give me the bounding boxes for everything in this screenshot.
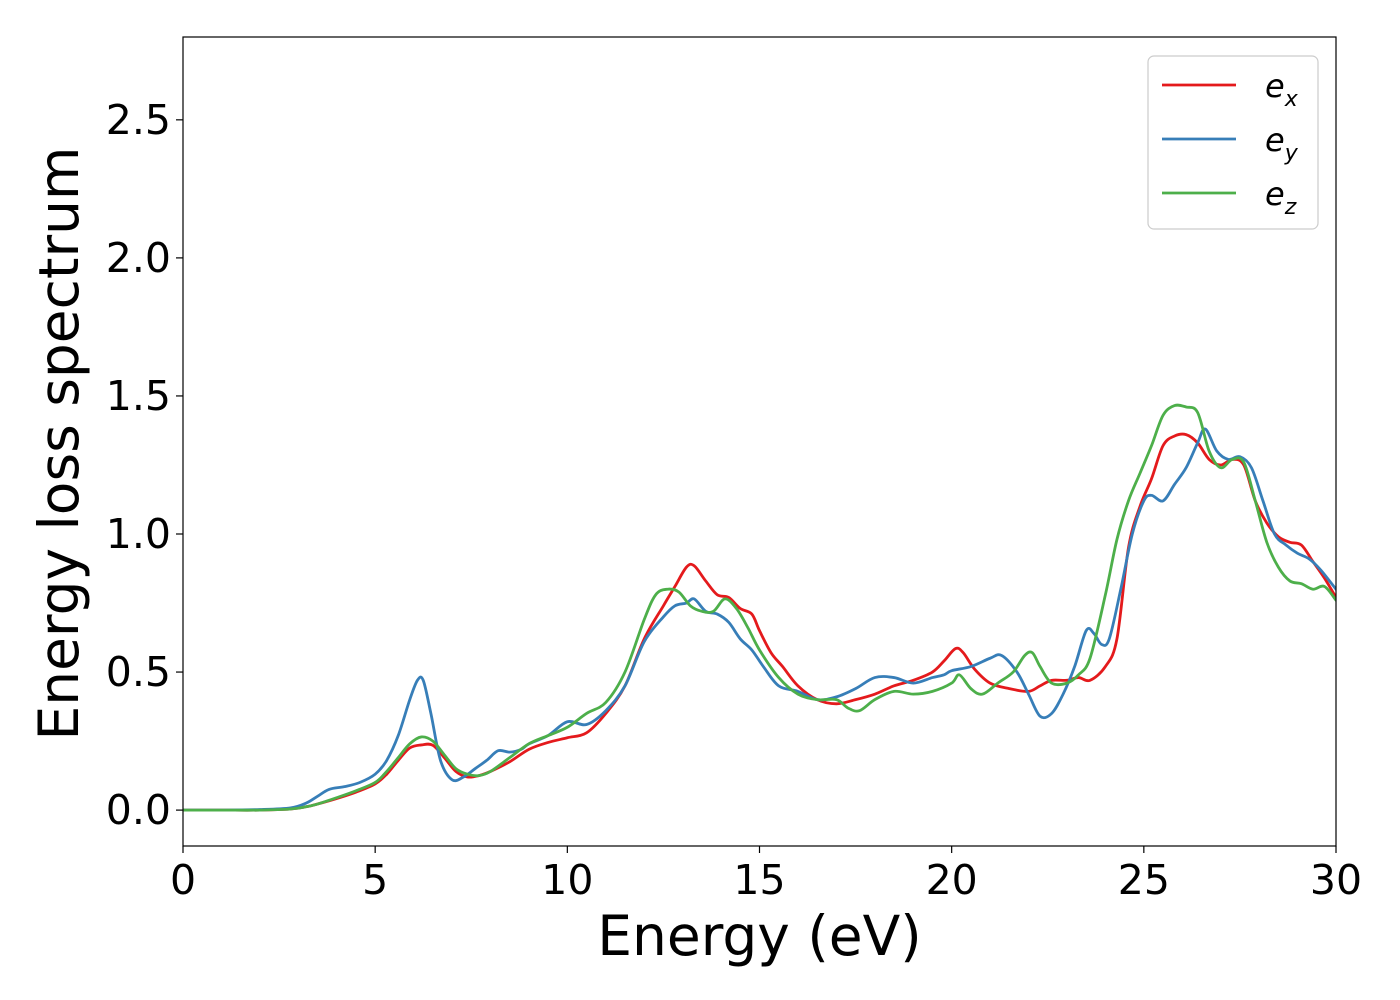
legend-label-subscript: x: [1284, 87, 1299, 112]
x-axis: 0 5 10 15 20 25 30: [170, 846, 1362, 904]
y-tick-label: 0.0: [106, 786, 171, 834]
y-axis-label: Energy loss spectrum: [27, 146, 91, 740]
x-tick-label: 20: [926, 856, 978, 904]
legend-label-base: e: [1265, 67, 1285, 105]
y-tick-label: 0.5: [106, 648, 171, 696]
x-tick-label: 15: [733, 856, 785, 904]
series-line-y: [183, 427, 1336, 812]
legend-label-base: e: [1265, 175, 1285, 213]
x-tick-label: 5: [362, 856, 388, 904]
x-tick-label: 0: [170, 856, 196, 904]
y-tick-label: 2.5: [106, 96, 171, 144]
legend-label-z: ez: [1265, 175, 1297, 220]
legend-box: [1147, 55, 1319, 230]
y-tick-label: 1.5: [106, 372, 171, 420]
legend-label-x: ex: [1265, 67, 1299, 112]
x-tick-label: 25: [1118, 856, 1170, 904]
x-axis-label: Energy (eV): [597, 904, 921, 968]
legend-label-base: e: [1265, 121, 1285, 159]
x-tick-label: 30: [1310, 856, 1362, 904]
series-layer: [183, 403, 1336, 812]
x-tick-label: 10: [541, 856, 593, 904]
series-line-x: [183, 432, 1336, 812]
y-tick-label: 1.0: [106, 510, 171, 558]
legend-label-subscript: z: [1284, 195, 1297, 220]
legend-label-y: ey: [1265, 121, 1299, 166]
legend-label-subscript: y: [1284, 141, 1299, 166]
y-axis: 0.0 0.5 1.0 1.5 2.0 2.5: [106, 96, 183, 834]
series-line-z: [183, 403, 1336, 812]
y-tick-label: 2.0: [106, 234, 171, 282]
